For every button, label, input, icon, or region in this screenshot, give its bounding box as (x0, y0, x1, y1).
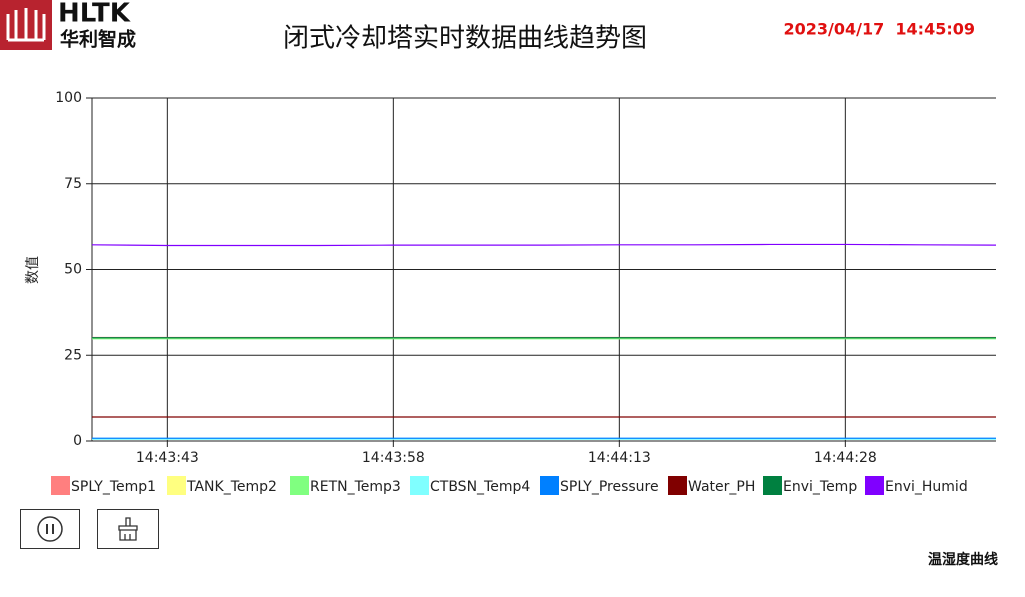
pause-icon (37, 516, 63, 542)
x-tick-label: 14:44:28 (814, 450, 877, 466)
page-title: 闭式冷却塔实时数据曲线趋势图 (283, 24, 647, 54)
legend-label: Envi_Humid (885, 479, 968, 495)
y-tick-label: 75 (64, 176, 82, 192)
legend-swatch (865, 476, 884, 495)
brush-icon (118, 517, 138, 541)
x-tick-label: 14:44:13 (588, 450, 651, 466)
legend-label: RETN_Temp3 (310, 479, 401, 495)
y-tick-label: 100 (55, 90, 82, 106)
y-tick-label: 50 (64, 262, 82, 278)
logo-subtitle: 华利智成 (60, 28, 136, 51)
logo-mark (6, 8, 46, 42)
legend-swatch (167, 476, 186, 495)
legend-swatch (290, 476, 309, 495)
x-tick-label: 14:43:58 (362, 450, 425, 466)
legend-label: SPLY_Pressure (560, 479, 659, 495)
legend-swatch (668, 476, 687, 495)
y-tick-label: 0 (73, 433, 82, 449)
legend-label: Envi_Temp (783, 479, 857, 495)
y-tick-label: 25 (64, 347, 82, 363)
legend-label: Water_PH (688, 479, 755, 495)
x-tick-label: 14:43:43 (136, 450, 199, 466)
pause-button[interactable] (20, 509, 80, 549)
legend-label: TANK_Temp2 (186, 479, 277, 495)
legend-swatch (51, 476, 70, 495)
legend-swatch (763, 476, 782, 495)
legend-swatch (410, 476, 429, 495)
y-axis-label: 数值 (25, 256, 41, 284)
legend-swatch (540, 476, 559, 495)
logo-text: HLTK (58, 0, 131, 29)
clear-button[interactable] (97, 509, 159, 549)
footer-label: 温湿度曲线 (928, 551, 998, 568)
series-line (91, 243, 997, 247)
datetime: 2023/04/17 14:45:09 (784, 20, 975, 39)
legend-label: CTBSN_Temp4 (430, 479, 530, 495)
legend-label: SPLY_Temp1 (71, 479, 156, 495)
